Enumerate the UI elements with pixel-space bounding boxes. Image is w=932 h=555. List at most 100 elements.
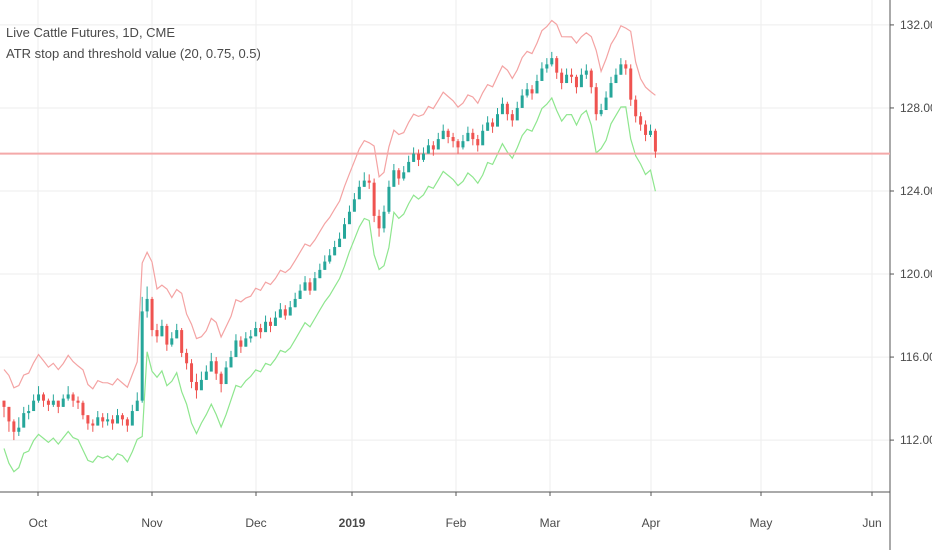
candle-body[interactable] bbox=[392, 170, 396, 187]
candle-body[interactable] bbox=[71, 394, 75, 401]
candle-body[interactable] bbox=[540, 68, 544, 81]
candle-body[interactable] bbox=[426, 145, 430, 154]
candle-body[interactable] bbox=[328, 255, 332, 262]
candle-body[interactable] bbox=[278, 309, 282, 318]
candle-body[interactable] bbox=[41, 394, 45, 401]
candle-body[interactable] bbox=[244, 338, 248, 347]
candle-body[interactable] bbox=[574, 76, 578, 88]
candle-body[interactable] bbox=[481, 130, 485, 146]
candle-body[interactable] bbox=[180, 330, 184, 353]
candle-body[interactable] bbox=[61, 398, 65, 407]
candle-body[interactable] bbox=[446, 130, 450, 138]
candle-body[interactable] bbox=[343, 224, 347, 239]
candle-body[interactable] bbox=[120, 415, 124, 420]
candle-body[interactable] bbox=[116, 415, 120, 424]
candle-body[interactable] bbox=[37, 394, 41, 401]
candle-body[interactable] bbox=[106, 419, 110, 422]
candle-body[interactable] bbox=[609, 83, 613, 98]
candle-body[interactable] bbox=[130, 411, 134, 426]
candle-body[interactable] bbox=[367, 180, 371, 183]
candle-body[interactable] bbox=[333, 247, 337, 256]
candle-body[interactable] bbox=[101, 417, 105, 422]
candle-body[interactable] bbox=[471, 132, 475, 140]
candle-body[interactable] bbox=[589, 70, 593, 88]
candle-body[interactable] bbox=[155, 330, 159, 337]
candle-body[interactable] bbox=[629, 68, 633, 100]
candle-body[interactable] bbox=[352, 199, 356, 212]
candle-body[interactable] bbox=[111, 419, 115, 424]
candle-body[interactable] bbox=[204, 371, 208, 380]
candle-body[interactable] bbox=[160, 325, 164, 337]
candle-body[interactable] bbox=[634, 99, 638, 117]
candle-body[interactable] bbox=[535, 80, 539, 94]
candle-body[interactable] bbox=[259, 328, 263, 333]
candle-body[interactable] bbox=[56, 400, 60, 407]
candle-body[interactable] bbox=[377, 215, 381, 229]
candle-body[interactable] bbox=[653, 130, 657, 152]
candle-body[interactable] bbox=[165, 325, 169, 345]
candle-body[interactable] bbox=[639, 116, 643, 125]
candle-body[interactable] bbox=[199, 379, 203, 391]
symbol-legend[interactable]: Live Cattle Futures, 1D, CME bbox=[6, 25, 176, 40]
candle-body[interactable] bbox=[66, 394, 70, 399]
candle-body[interactable] bbox=[648, 130, 652, 135]
candle-body[interactable] bbox=[500, 103, 504, 115]
candle-body[interactable] bbox=[81, 402, 85, 416]
candle-body[interactable] bbox=[190, 363, 194, 382]
candle-body[interactable] bbox=[387, 186, 391, 212]
candle-body[interactable] bbox=[338, 238, 342, 248]
candle-body[interactable] bbox=[397, 170, 401, 179]
candle-body[interactable] bbox=[362, 180, 366, 187]
candle-body[interactable] bbox=[545, 64, 549, 69]
candle-body[interactable] bbox=[402, 172, 406, 179]
candle-body[interactable] bbox=[318, 269, 322, 279]
candle-body[interactable] bbox=[313, 278, 317, 291]
candle-body[interactable] bbox=[421, 153, 425, 160]
candle-body[interactable] bbox=[125, 419, 129, 426]
candle-body[interactable] bbox=[372, 182, 376, 216]
candle-body[interactable] bbox=[461, 141, 465, 148]
candle-body[interactable] bbox=[619, 64, 623, 75]
candle-body[interactable] bbox=[505, 103, 509, 115]
candle-body[interactable] bbox=[525, 89, 529, 96]
candle-body[interactable] bbox=[46, 400, 50, 405]
candle-body[interactable] bbox=[283, 309, 287, 316]
candle-body[interactable] bbox=[530, 89, 534, 94]
candle-body[interactable] bbox=[456, 141, 460, 148]
candle-body[interactable] bbox=[604, 97, 608, 111]
candle-body[interactable] bbox=[491, 122, 495, 127]
candle-body[interactable] bbox=[214, 361, 218, 374]
candle-body[interactable] bbox=[12, 421, 16, 432]
candle-body[interactable] bbox=[510, 114, 514, 121]
candle-body[interactable] bbox=[644, 124, 648, 135]
candle-body[interactable] bbox=[268, 321, 272, 326]
candle-body[interactable] bbox=[264, 321, 268, 333]
candle-body[interactable] bbox=[170, 338, 174, 345]
candle-body[interactable] bbox=[2, 400, 6, 407]
candle-body[interactable] bbox=[436, 139, 440, 150]
candle-body[interactable] bbox=[32, 400, 36, 412]
candle-body[interactable] bbox=[417, 153, 421, 160]
candle-body[interactable] bbox=[51, 400, 55, 405]
candle-body[interactable] bbox=[150, 298, 154, 331]
candle-body[interactable] bbox=[229, 357, 233, 368]
candle-body[interactable] bbox=[209, 361, 213, 372]
candle-body[interactable] bbox=[560, 72, 564, 84]
candle-body[interactable] bbox=[515, 107, 519, 121]
candle-body[interactable] bbox=[145, 298, 149, 312]
candle-body[interactable] bbox=[323, 261, 327, 270]
candle-body[interactable] bbox=[565, 74, 569, 84]
candle-body[interactable] bbox=[347, 211, 351, 225]
candle-body[interactable] bbox=[357, 186, 361, 200]
candle-body[interactable] bbox=[17, 427, 21, 432]
candle-body[interactable] bbox=[550, 58, 554, 65]
candle-body[interactable] bbox=[496, 114, 499, 127]
candle-body[interactable] bbox=[441, 130, 445, 140]
candle-body[interactable] bbox=[293, 298, 297, 308]
candle-body[interactable] bbox=[451, 137, 455, 142]
candle-body[interactable] bbox=[570, 74, 574, 77]
candle-body[interactable] bbox=[298, 290, 302, 299]
candle-body[interactable] bbox=[185, 352, 189, 364]
candle-body[interactable] bbox=[486, 122, 490, 131]
